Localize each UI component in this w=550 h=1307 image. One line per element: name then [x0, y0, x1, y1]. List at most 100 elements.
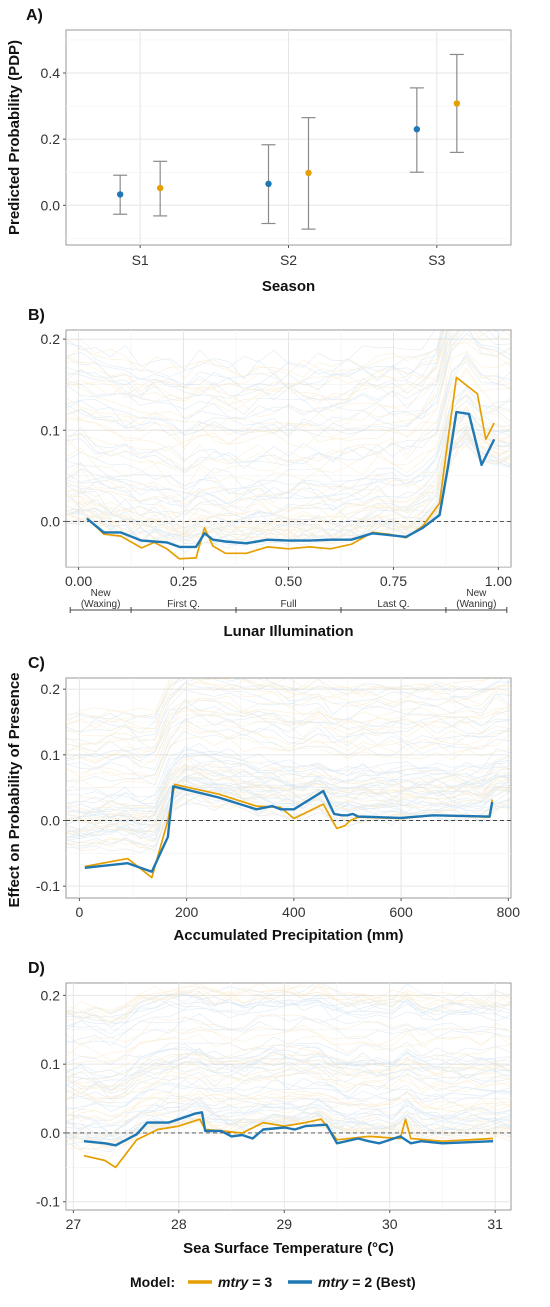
- ice-curve: [66, 1014, 511, 1046]
- ice-curve: [66, 774, 511, 830]
- ice-curve: [66, 413, 511, 511]
- ice-curve: [66, 330, 444, 389]
- ice-curve: [66, 330, 443, 378]
- ice-curve: [66, 774, 511, 825]
- ice-curve: [66, 763, 511, 821]
- x-tick-label: 30: [382, 1216, 398, 1232]
- y-tick-label: 0.0: [41, 813, 61, 829]
- ice-curve: [66, 983, 511, 1015]
- ice-curve: [66, 405, 511, 517]
- y-tick-label: 0.0: [41, 197, 61, 213]
- x-tick-label: 0.75: [380, 573, 407, 589]
- y-tick-label: -0.1: [36, 1194, 60, 1210]
- ice-curve: [66, 682, 511, 737]
- ice-curve: [66, 763, 511, 816]
- ice-curve: [66, 983, 511, 1014]
- ice-curve: [66, 786, 511, 833]
- ice-curve: [66, 768, 511, 823]
- ice-curve: [66, 778, 511, 826]
- ice-curve: [66, 330, 511, 435]
- ice-curve: [66, 784, 511, 842]
- panel-a: 0.0 0.2 0.4 A) S1 S2 S3 Season Predicted Probabi…: [6, 7, 512, 295]
- panels: 0.0 0.2 0.4 A) S1 S2 S3 Season Predicted Probabi…: [6, 7, 520, 1257]
- ice-curve: [66, 678, 511, 730]
- ice-curve: [66, 330, 448, 406]
- ice-curve: [66, 792, 511, 852]
- x-axis-title: Sea Surface Temperature (°C): [183, 1240, 394, 1257]
- phase-label: Full: [280, 599, 296, 610]
- ice-curve: [66, 1052, 511, 1080]
- ice-curve: [66, 422, 511, 519]
- ice-curve: [66, 1013, 511, 1047]
- ice-curve: [66, 1043, 511, 1078]
- ice-curve: [66, 1046, 511, 1077]
- ice-curve: [66, 429, 511, 540]
- plot-contents: [66, 678, 511, 898]
- ice-curve: [66, 1076, 511, 1104]
- ice-curve: [66, 714, 511, 771]
- ice-curve: [66, 387, 511, 491]
- ice-curve: [66, 794, 511, 852]
- point-mtry2: [265, 180, 272, 188]
- ice-curve: [66, 768, 511, 825]
- ice-curve: [66, 731, 511, 786]
- ice-curve: [66, 776, 511, 832]
- ice-curve: [66, 358, 511, 469]
- ice-curve: [66, 702, 511, 756]
- ice-curve: [66, 333, 511, 437]
- ice-curve: [66, 743, 511, 803]
- x-tick-label: 27: [66, 1216, 82, 1232]
- ice-curve: [66, 351, 511, 450]
- y-axis-title: Predicted Probability (PDP): [6, 40, 23, 235]
- ice-curve: [66, 425, 511, 535]
- x-tick-label: 31: [487, 1216, 503, 1232]
- y-tick-label: 0.4: [41, 65, 61, 81]
- ice-curve: [66, 985, 511, 1017]
- y-tick-label: 0.0: [41, 513, 61, 529]
- ice-curve: [66, 791, 511, 841]
- ice-curve: [66, 793, 511, 849]
- x-tick-label: 200: [175, 904, 199, 920]
- phase-label: (Waning): [456, 599, 496, 610]
- series-line-mtry2: [83, 1111, 494, 1147]
- ice-curve: [66, 1053, 511, 1091]
- ice-curve: [66, 1069, 511, 1102]
- ice-curve: [66, 779, 511, 838]
- ice-curve: [66, 784, 511, 841]
- y-tick-label: -0.1: [36, 878, 60, 894]
- x-tick-label: 0.25: [170, 573, 197, 589]
- ice-curve: [66, 1084, 511, 1117]
- ice-curve: [66, 1028, 511, 1059]
- ice-curve: [66, 756, 511, 814]
- ice-curve: [66, 779, 511, 833]
- ice-curve: [66, 330, 444, 391]
- ice-curve: [66, 369, 511, 474]
- ice-curve: [66, 699, 511, 752]
- ice-curve: [66, 1110, 511, 1146]
- ice-curve: [66, 431, 511, 546]
- ice-curve: [66, 772, 511, 828]
- point-mtry2: [116, 191, 124, 198]
- ice-curve: [66, 680, 511, 732]
- legend: Model: mtry = 3 mtry = 2 (Best): [130, 1274, 416, 1290]
- ice-curve: [66, 1099, 511, 1135]
- y-tick-label: 0.1: [41, 422, 61, 438]
- ice-curve: [66, 721, 511, 776]
- ice-curve: [66, 330, 450, 404]
- ice-curve: [66, 714, 511, 769]
- ice-curve: [66, 352, 511, 464]
- ice-curve: [66, 753, 511, 813]
- y-tick-label: 0.1: [41, 1056, 61, 1072]
- ice-curve: [66, 361, 511, 474]
- ice-curve: [66, 1067, 511, 1104]
- ice-curve: [66, 330, 443, 380]
- ice-curve: [66, 1048, 511, 1083]
- ice-curve: [66, 991, 511, 1018]
- ice-curve: [66, 678, 511, 722]
- panel-tag: A): [26, 7, 43, 24]
- ice-curve: [66, 752, 511, 811]
- ice-curve: [66, 1090, 511, 1121]
- panel-tag: D): [28, 960, 45, 977]
- ice-curve: [66, 1024, 511, 1062]
